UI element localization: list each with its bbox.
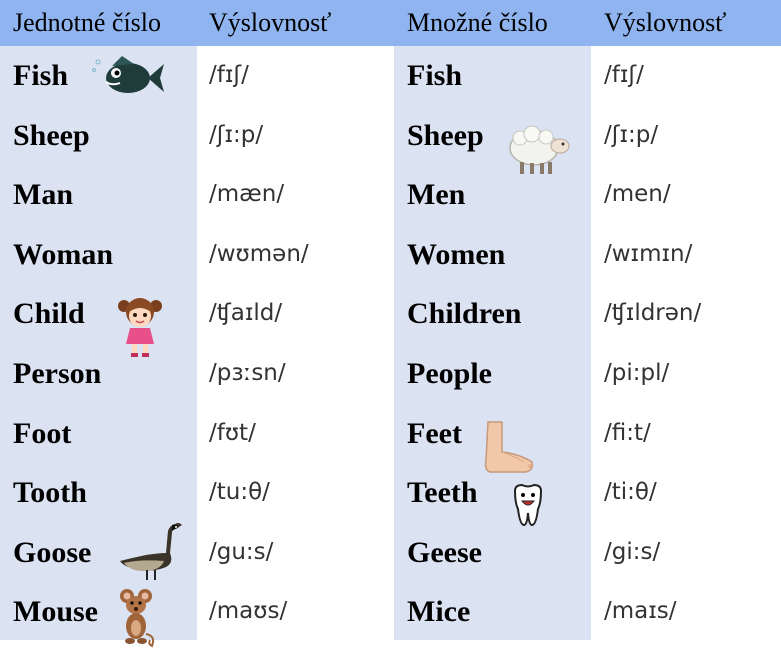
singular-ipa: /wʊmən/ — [209, 240, 309, 267]
singular-ipa: /mæn/ — [209, 181, 285, 208]
plural-ipa: /gi:s/ — [604, 538, 661, 565]
table-row: Fish /fɪʃ/ Fish /fɪʃ/ — [0, 46, 781, 106]
plural-word: Geese — [407, 535, 482, 569]
mouse-icon — [120, 589, 155, 648]
singular-ipa: /fɪʃ/ — [209, 62, 249, 88]
table-row: Goose /gu:s/ Geese /gi:s/ — [0, 522, 781, 583]
plural-word: Teeth — [407, 476, 478, 510]
plural-word: Feet — [407, 416, 462, 450]
plural-word: Men — [407, 178, 466, 212]
plural-word: Children — [407, 297, 522, 331]
singular-word: Woman — [13, 237, 114, 271]
plural-ipa: /ti:θ/ — [604, 479, 657, 506]
singular-column-bg — [0, 46, 197, 640]
singular-word: Tooth — [13, 476, 87, 510]
singular-word: Mouse — [13, 595, 98, 629]
table-row: Mouse /maʊs/ Mice /maɪs/ — [0, 582, 781, 648]
plural-ipa: /ʧɪldrən/ — [604, 300, 702, 327]
singular-ipa: /gu:s/ — [209, 538, 274, 565]
table-row: Tooth /tu:θ/ Teeth /ti:θ/ — [0, 463, 781, 527]
plural-ipa: /ʃɪ:p/ — [604, 121, 659, 148]
singular-ipa: /maʊs/ — [209, 598, 288, 625]
tooth-icon — [513, 484, 543, 527]
plural-word: Women — [407, 237, 506, 271]
singular-word: Person — [13, 357, 102, 390]
header-plural: Množné číslo — [407, 8, 548, 37]
table-row: Person /pɜːsn/ People /pi:pl/ — [0, 344, 781, 404]
girl-icon — [118, 298, 162, 358]
singular-word: Man — [13, 178, 73, 212]
table-row: Woman /wʊmən/ Women /wɪmɪn/ — [0, 225, 781, 285]
plural-ipa: /maɪs/ — [604, 598, 677, 625]
table-row: Foot /fʊt/ Feet /fi:t/ — [0, 404, 781, 473]
singular-ipa: /ʃɪ:p/ — [209, 121, 264, 148]
singular-word: Goose — [13, 535, 92, 569]
sheep-icon — [509, 125, 570, 174]
singular-ipa: /ʧaɪld/ — [209, 300, 283, 327]
header-singular: Jednotné číslo — [13, 8, 162, 37]
table-row: Sheep /ʃɪ:p/ Sheep /ʃɪ:p/ — [0, 106, 781, 174]
singular-word: Child — [13, 297, 85, 331]
plural-word: People — [407, 357, 492, 390]
header-pronunciation-plural: Výslovnosť — [604, 8, 727, 37]
table-row: Man /mæn/ Men /men/ — [0, 165, 781, 225]
goose-icon — [120, 522, 182, 580]
singular-word: Foot — [13, 416, 72, 450]
plural-ipa: /wɪmɪn/ — [604, 240, 693, 267]
plural-ipa: /pi:pl/ — [604, 360, 670, 386]
header-pronunciation-singular: Výslovnosť — [209, 8, 332, 37]
singular-word: Sheep — [13, 118, 90, 152]
plural-ipa: /fɪʃ/ — [604, 62, 644, 88]
foot-icon — [484, 420, 534, 473]
singular-ipa: /pɜːsn/ — [209, 360, 286, 386]
table-row: Child /ʧaɪld/ Children /ʧɪldrən/ — [0, 284, 781, 358]
singular-word: Fish — [13, 59, 69, 92]
table-header: Jednotné číslo Výslovnosť Množné číslo V… — [0, 0, 781, 46]
plural-ipa: /men/ — [604, 181, 671, 208]
plural-word: Sheep — [407, 118, 484, 152]
plural-ipa: /fi:t/ — [604, 419, 651, 446]
singular-ipa: /fʊt/ — [209, 419, 256, 446]
singular-ipa: /tu:θ/ — [209, 479, 270, 506]
plural-word: Mice — [407, 595, 471, 629]
plural-word: Fish — [407, 59, 463, 92]
fish-icon — [92, 56, 164, 93]
